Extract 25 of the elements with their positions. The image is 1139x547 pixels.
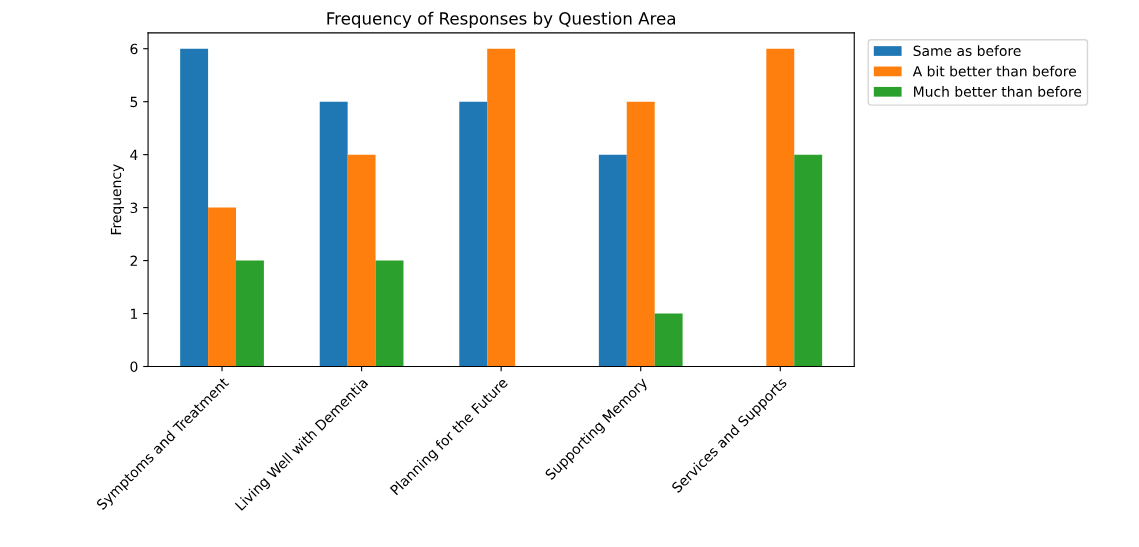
- legend-label: Much better than before: [914, 86, 1082, 97]
- bar: [654, 313, 683, 367]
- bar: [347, 154, 376, 367]
- y-tick-label: 0: [130, 361, 138, 372]
- bar: [319, 101, 348, 367]
- bar: [459, 101, 488, 367]
- y-tick-label: 1: [131, 308, 138, 319]
- bar: [766, 48, 795, 367]
- y-axis-title: Frequency: [110, 164, 124, 235]
- bar: [626, 101, 655, 367]
- bar: [375, 260, 404, 367]
- y-tick-label: 2: [130, 255, 137, 266]
- bar: [208, 207, 236, 367]
- y-tick-label: 5: [130, 96, 138, 108]
- y-tick-label: 3: [130, 202, 138, 214]
- y-tick-label: 4: [130, 149, 138, 160]
- bar: [235, 260, 264, 367]
- chart-title: Frequency of Responses by Question Area: [327, 11, 675, 28]
- legend-label: Same as before: [913, 45, 1021, 57]
- bar: [794, 154, 823, 367]
- bar: [487, 48, 516, 367]
- bar: [598, 154, 627, 367]
- bar: [180, 48, 209, 367]
- y-tick-label: 6: [130, 43, 138, 55]
- legend-label: A bit better than before: [912, 65, 1076, 77]
